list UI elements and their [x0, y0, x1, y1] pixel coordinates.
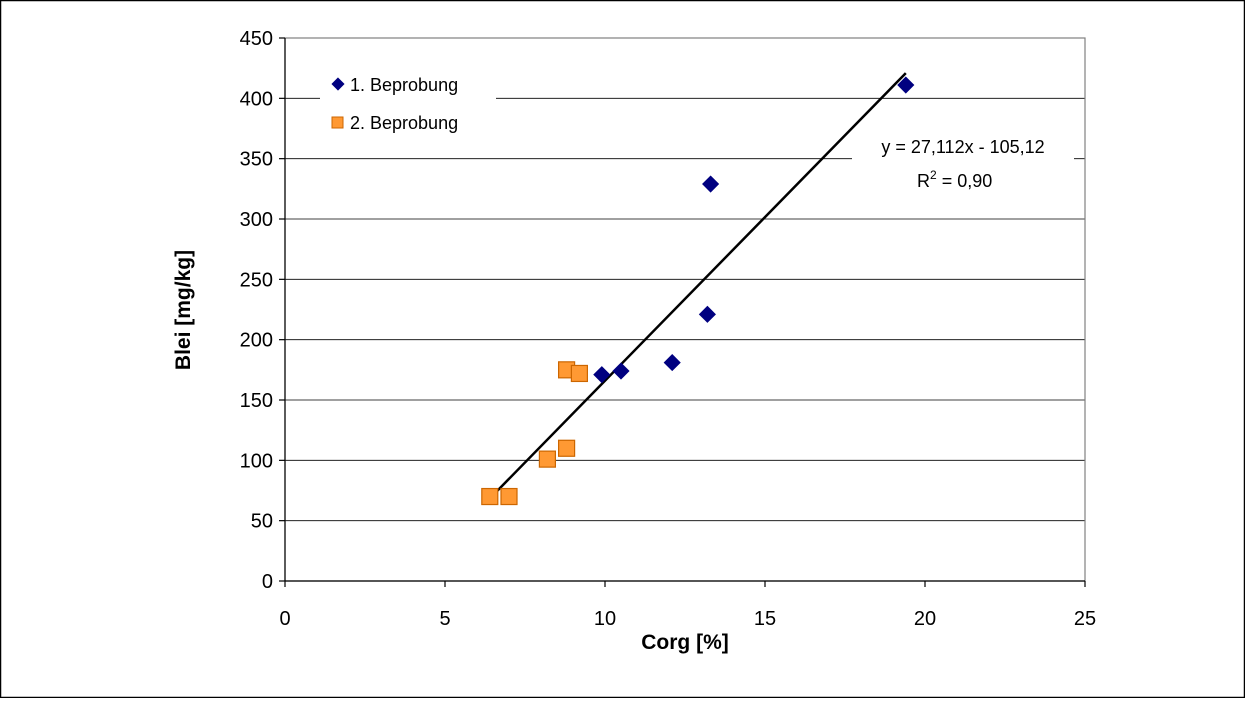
y-tick-label: 0 [262, 571, 273, 593]
x-tick-label: 25 [1074, 608, 1096, 630]
x-tick-label: 0 [279, 608, 290, 630]
x-tick-label: 15 [754, 608, 776, 630]
legend: 1. Beprobung 2. Beprobung [320, 70, 496, 140]
y-tick-label: 350 [240, 149, 273, 171]
y-tick-label: 300 [240, 209, 273, 231]
data-point-series-1 [663, 354, 681, 372]
x-tick-label: 5 [439, 608, 450, 630]
x-tick-label: 20 [914, 608, 936, 630]
x-tick-label: 10 [594, 608, 616, 630]
r-squared-text: R2 = 0,90 [917, 168, 992, 191]
data-point-series-2 [557, 439, 576, 457]
data-point-series-1 [897, 76, 915, 94]
y-axis-title: Blei [mg/kg] [172, 250, 195, 370]
trendline-equation: y = 27,112x - 105,12 R2 = 0,90 [852, 134, 1074, 194]
legend-marker-diamond [331, 77, 345, 91]
x-axis-ticks: 0 5 10 15 20 25 [279, 581, 1096, 630]
legend-label-series-2: 2. Beprobung [350, 113, 458, 133]
data-point-series-1 [698, 305, 716, 323]
y-tick-label: 250 [240, 269, 273, 291]
trendline [488, 72, 907, 500]
legend-marker-square [331, 116, 344, 129]
y-tick-label: 200 [240, 330, 273, 352]
data-point-series-1 [612, 362, 630, 380]
equation-text: y = 27,112x - 105,12 [881, 137, 1044, 157]
data-point-series-1 [593, 366, 611, 384]
y-tick-label: 400 [240, 88, 273, 110]
data-point-series-2 [538, 450, 557, 468]
y-tick-label: 450 [240, 28, 273, 50]
legend-label-series-1: 1. Beprobung [350, 75, 458, 95]
equation-background [852, 134, 1074, 194]
legend-background [320, 70, 496, 140]
y-axis-ticks: 0 50 100 150 200 250 300 350 400 450 [240, 28, 285, 593]
data-point-series-2 [570, 364, 589, 383]
y-tick-label: 100 [240, 450, 273, 472]
trendline-group [488, 72, 907, 500]
x-axis-title: Corg [%] [641, 631, 729, 654]
y-tick-label: 150 [240, 390, 273, 412]
data-point-series-1 [702, 175, 720, 193]
data-point-series-2 [500, 487, 518, 506]
data-points [481, 76, 915, 506]
data-point-series-2 [481, 487, 499, 506]
y-tick-label: 50 [251, 511, 273, 533]
